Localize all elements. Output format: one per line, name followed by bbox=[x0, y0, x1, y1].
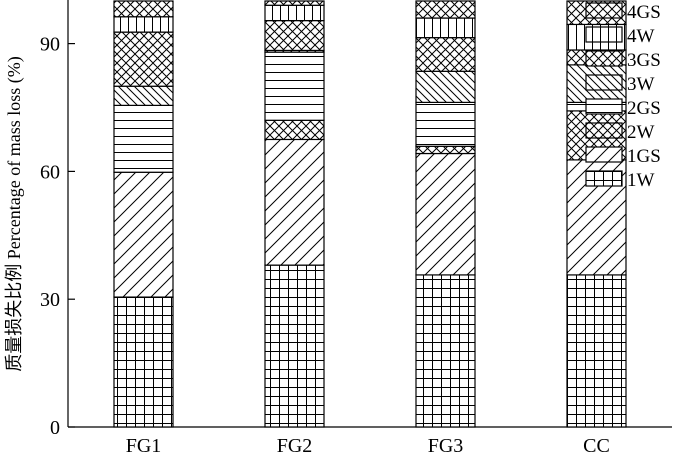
bar-segment-4gs-fg3 bbox=[415, 0, 476, 19]
legend-swatch-1gs bbox=[585, 146, 623, 163]
legend-label-1gs: 1GS bbox=[627, 146, 661, 167]
legend-label-3w: 3W bbox=[627, 74, 655, 95]
legend-label-4gs: 4GS bbox=[627, 2, 661, 23]
bar-segment-1gs-fg2 bbox=[264, 138, 325, 266]
legend-swatch-2gs bbox=[585, 98, 623, 115]
legend-swatch-3w bbox=[585, 74, 623, 91]
bar-segment-1w-fg2 bbox=[264, 264, 325, 428]
bar-segment-1gs-fg3 bbox=[415, 152, 476, 276]
legend-label-3gs: 3GS bbox=[627, 50, 661, 71]
x-tick-label-fg2: FG2 bbox=[277, 435, 313, 454]
legend-label-1w: 1W bbox=[627, 170, 655, 191]
bar-segment-4w-fg2 bbox=[264, 4, 325, 22]
bar-segment-2gs-fg3 bbox=[415, 101, 476, 147]
bar-segment-3w-fg1 bbox=[113, 85, 174, 106]
bar-segment-3gs-fg2 bbox=[264, 19, 325, 52]
bar-segment-2gs-fg1 bbox=[113, 104, 174, 173]
y-axis-label: 质量损失比例 Percentage of mass loss (%) bbox=[4, 56, 25, 371]
bar-segment-4gs-fg2 bbox=[264, 0, 325, 6]
bar-segment-3w-fg3 bbox=[415, 70, 476, 103]
legend: 4GS 4W 3GS 3W 2GS 2W 1GS 1W bbox=[585, 2, 661, 191]
bar-segment-3gs-fg1 bbox=[113, 31, 174, 87]
y-tick-label: 60 bbox=[40, 161, 60, 183]
y-ticks: 0 30 60 90 bbox=[40, 34, 75, 439]
legend-swatch-4gs bbox=[585, 2, 623, 19]
bar-segment-4w-fg1 bbox=[113, 16, 174, 33]
bar-segment-4w-fg3 bbox=[415, 17, 476, 39]
axes: 0 30 60 90 FG1 FG2 FG3 CC bbox=[40, 0, 672, 454]
x-tick-label-fg3: FG3 bbox=[428, 435, 464, 454]
legend-swatch-3gs bbox=[585, 50, 623, 67]
bar-segment-1gs-fg1 bbox=[113, 171, 174, 298]
bar-segment-3gs-fg3 bbox=[415, 37, 476, 72]
x-ticks: FG1 FG2 FG3 CC bbox=[126, 420, 610, 454]
legend-swatch-1w bbox=[585, 170, 623, 187]
bar-segment-2gs-fg2 bbox=[264, 51, 325, 121]
bar-segment-1w-cc bbox=[566, 274, 627, 428]
bar-segment-4gs-fg1 bbox=[113, 0, 174, 18]
bar-segment-2w-fg3 bbox=[415, 145, 476, 155]
y-tick-label: 30 bbox=[40, 289, 60, 311]
legend-swatch-4w bbox=[585, 26, 623, 43]
x-tick-label-cc: CC bbox=[583, 435, 610, 454]
bar-segment-2w-fg2 bbox=[264, 119, 325, 141]
x-tick-label-fg1: FG1 bbox=[126, 435, 162, 454]
legend-swatch-2w bbox=[585, 122, 623, 139]
bar-segment-1w-fg1 bbox=[113, 296, 174, 428]
bar-segment-1w-fg3 bbox=[415, 274, 476, 428]
y-tick-label: 0 bbox=[50, 417, 60, 439]
bars bbox=[113, 0, 627, 428]
legend-label-2w: 2W bbox=[627, 122, 655, 143]
legend-label-2gs: 2GS bbox=[627, 98, 661, 119]
y-tick-label: 90 bbox=[40, 34, 60, 56]
legend-label-4w: 4W bbox=[627, 26, 655, 47]
